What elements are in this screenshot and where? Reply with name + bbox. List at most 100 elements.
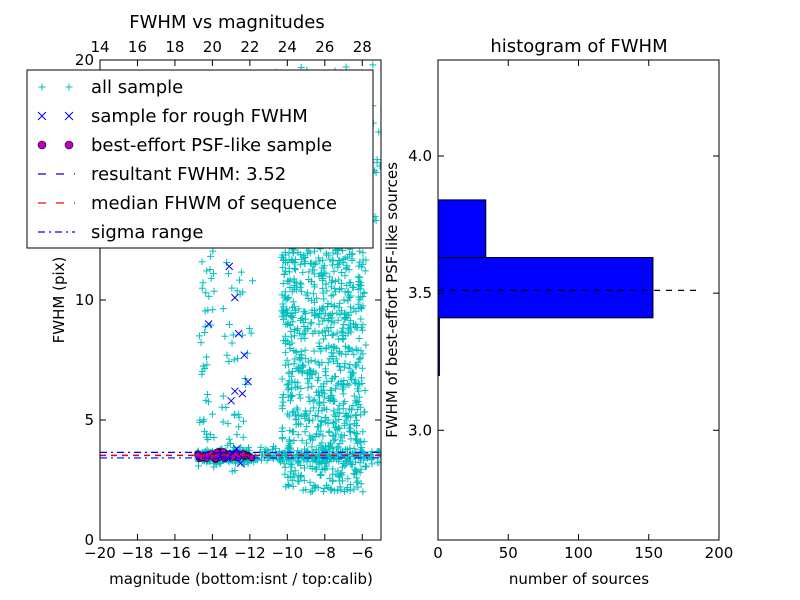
scatter-point-all-sample <box>346 421 354 429</box>
scatter-point-all-sample <box>297 335 305 343</box>
scatter-point-all-sample <box>291 467 299 475</box>
scatter-point-all-sample <box>360 289 368 297</box>
scatter-point-all-sample <box>335 401 343 409</box>
scatter-point-all-sample <box>347 292 355 300</box>
scatter-point-rough-fwhm <box>234 329 243 338</box>
scatter-point-all-sample <box>346 481 354 489</box>
scatter-point-all-sample <box>310 484 318 492</box>
scatter-panel: −20 −18 −16 −14 −12 −10 −8 −6 14 16 18 20 22 24 26 28 0 5… <box>26 12 382 588</box>
scatter-point-all-sample <box>304 325 312 333</box>
scatter-point-all-sample <box>319 275 327 283</box>
scatter-point-all-sample <box>369 61 377 69</box>
scatter-point-all-sample <box>201 323 209 331</box>
scatter-point-all-sample <box>354 300 362 308</box>
scatter-point-all-sample <box>291 378 299 386</box>
scatter-point-all-sample <box>281 463 289 471</box>
histogram-y-tick-label: 3.5 <box>408 284 432 302</box>
scatter-legend: all sample sample for rough FWHM best-ef… <box>26 69 374 249</box>
scatter-point-all-sample <box>321 443 329 451</box>
scatter-point-all-sample <box>342 445 350 453</box>
scatter-point-all-sample <box>310 281 318 289</box>
scatter-point-all-sample <box>275 448 283 456</box>
scatter-point-all-sample <box>331 435 339 443</box>
scatter-point-all-sample <box>219 392 227 400</box>
scatter-x-axis-label: magnitude (bottom:isnt / top:calib) <box>109 570 373 588</box>
scatter-point-all-sample <box>316 421 324 429</box>
scatter-point-all-sample <box>334 472 342 480</box>
scatter-point-all-sample <box>350 485 358 493</box>
scatter-point-all-sample <box>289 470 297 478</box>
scatter-point-all-sample <box>316 441 324 449</box>
scatter-point-all-sample <box>336 477 344 485</box>
scatter-point-all-sample <box>350 469 358 477</box>
scatter-point-all-sample <box>315 460 323 468</box>
scatter-point-all-sample <box>297 314 305 322</box>
scatter-point-all-sample <box>335 276 343 284</box>
scatter-point-all-sample <box>328 277 336 285</box>
scatter-point-all-sample <box>297 280 305 288</box>
scatter-point-all-sample <box>359 249 367 257</box>
scatter-point-all-sample <box>361 463 369 471</box>
scatter-point-all-sample <box>356 273 364 281</box>
histogram-x-tick-label: 0 <box>433 544 443 562</box>
scatter-point-all-sample <box>201 307 209 315</box>
scatter-point-all-sample <box>309 290 317 298</box>
scatter-point-all-sample <box>329 418 337 426</box>
scatter-point-all-sample <box>337 433 345 441</box>
scatter-point-all-sample <box>291 355 299 363</box>
scatter-point-all-sample <box>358 326 366 334</box>
scatter-point-all-sample <box>304 295 312 303</box>
scatter-point-all-sample <box>290 473 298 481</box>
scatter-x-tick-label: −6 <box>351 544 373 562</box>
scatter-point-all-sample <box>292 453 300 461</box>
scatter-point-all-sample <box>318 305 326 313</box>
scatter-top-tick-label: 28 <box>353 38 372 56</box>
scatter-point-all-sample <box>262 445 270 453</box>
scatter-point-all-sample <box>239 417 247 425</box>
scatter-point-all-sample <box>340 432 348 440</box>
scatter-point-all-sample <box>305 275 313 283</box>
scatter-point-all-sample <box>325 312 333 320</box>
scatter-point-all-sample <box>279 263 287 271</box>
scatter-point-all-sample <box>300 319 308 327</box>
scatter-point-all-sample <box>325 458 333 466</box>
scatter-top-tick-label: 24 <box>278 38 297 56</box>
scatter-point-all-sample <box>330 319 338 327</box>
scatter-point-all-sample <box>302 486 310 494</box>
scatter-point-all-sample <box>338 327 346 335</box>
scatter-point-all-sample <box>338 269 346 277</box>
scatter-point-all-sample <box>357 453 365 461</box>
histogram-y-tick-label: 3.0 <box>408 421 432 439</box>
histogram-x-tick-label: 150 <box>634 544 663 562</box>
scatter-point-rough-fwhm <box>238 389 247 398</box>
scatter-point-rough-fwhm <box>231 387 239 396</box>
scatter-point-all-sample <box>323 303 331 311</box>
scatter-point-all-sample <box>203 390 211 398</box>
scatter-point-all-sample <box>231 410 239 418</box>
legend-entry-sigma-range: sigma range <box>91 222 203 243</box>
scatter-point-all-sample <box>282 251 290 259</box>
scatter-point-all-sample <box>354 323 362 331</box>
scatter-point-all-sample <box>334 316 342 324</box>
scatter-point-all-sample <box>357 305 365 313</box>
scatter-point-all-sample <box>285 377 293 385</box>
scatter-point-all-sample <box>359 428 367 436</box>
scatter-point-all-sample <box>281 267 289 275</box>
scatter-point-all-sample <box>297 461 305 469</box>
scatter-point-all-sample <box>306 478 314 486</box>
scatter-point-all-sample <box>331 302 339 310</box>
scatter-point-all-sample <box>355 262 363 270</box>
scatter-point-all-sample <box>297 347 305 355</box>
histogram-x-tick-label: 100 <box>564 544 593 562</box>
scatter-point-all-sample <box>355 393 363 401</box>
histogram-ticks: 0 50 100 150 200 3.0 3.5 4.0 <box>408 60 733 562</box>
scatter-point-all-sample <box>356 469 364 477</box>
scatter-point-all-sample <box>320 264 328 272</box>
scatter-point-all-sample <box>355 355 363 363</box>
scatter-point-all-sample <box>223 258 231 266</box>
scatter-point-all-sample <box>352 345 360 353</box>
scatter-point-all-sample <box>300 464 308 472</box>
scatter-point-all-sample <box>345 364 353 372</box>
legend-marker-plus <box>38 83 46 91</box>
